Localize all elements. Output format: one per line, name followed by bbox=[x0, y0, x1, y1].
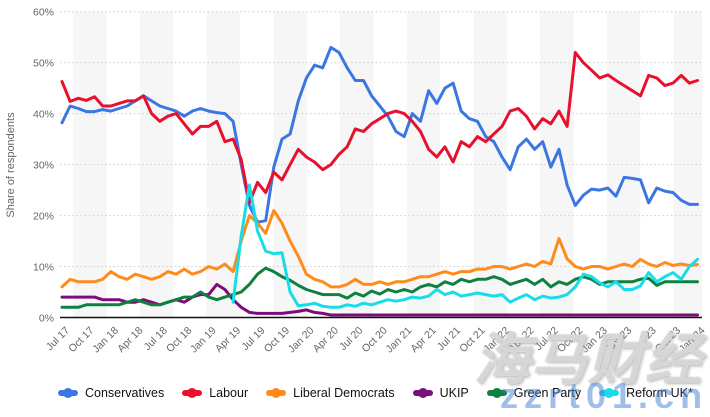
x-tick-label: Jan 18 bbox=[90, 325, 121, 356]
legend-item-green-party[interactable]: Green Party bbox=[486, 386, 582, 400]
legend-item-liberal-democrats[interactable]: Liberal Democrats bbox=[266, 386, 395, 400]
x-tick-label: Jan 23 bbox=[579, 325, 610, 356]
legend-item-conservatives[interactable]: Conservatives bbox=[58, 386, 164, 400]
series-lines bbox=[60, 45, 699, 317]
x-tick-label: Oct 17 bbox=[66, 325, 96, 355]
x-tick-label: Apr 21 bbox=[408, 325, 438, 355]
x-tick-label: Oct 22 bbox=[555, 325, 585, 355]
x-tick-label: Jan 21 bbox=[384, 325, 415, 356]
series-line-conservatives bbox=[60, 45, 699, 224]
series-line-labour bbox=[60, 51, 699, 205]
x-tick-label: Jan 22 bbox=[481, 325, 512, 356]
x-tick-label: Apr 20 bbox=[311, 325, 341, 355]
x-tick-label: Jan 20 bbox=[286, 325, 317, 356]
x-tick-label: Apr 18 bbox=[115, 325, 145, 355]
x-tick-label: Oct 21 bbox=[457, 325, 487, 355]
grid-band bbox=[406, 11, 441, 318]
y-tick-label: 50% bbox=[33, 57, 54, 69]
y-tick-label: 10% bbox=[33, 261, 54, 273]
y-tick-label: 30% bbox=[33, 159, 54, 171]
y-axis-tick-labels: 0% 10% 20% 30% 40% 50% 60% bbox=[33, 7, 54, 325]
legend-marker-icon bbox=[599, 387, 620, 399]
legend-label: Labour bbox=[209, 386, 249, 400]
x-tick-label: Apr 19 bbox=[213, 325, 243, 355]
series-line-liberal-democrats bbox=[60, 209, 699, 289]
legend-label: UKIP bbox=[439, 386, 469, 400]
legend-item-reform-uk[interactable]: Reform UK* bbox=[599, 386, 693, 400]
x-tick-label: Jan 24 bbox=[677, 325, 708, 356]
legend-label: Reform UK* bbox=[626, 386, 693, 400]
y-axis-title: Share of respondents bbox=[5, 112, 17, 218]
gridlines bbox=[60, 11, 702, 319]
legend-label: Liberal Democrats bbox=[293, 386, 395, 400]
x-tick-label: Oct 18 bbox=[164, 325, 194, 355]
series-line-green-party bbox=[60, 266, 699, 309]
x-tick-label: Jan 19 bbox=[188, 325, 219, 356]
legend-marker-icon bbox=[486, 387, 507, 399]
legend-label: Conservatives bbox=[85, 386, 165, 400]
x-tick-label: Apr 22 bbox=[506, 325, 536, 355]
y-tick-label: 60% bbox=[33, 7, 54, 19]
legend-marker-icon bbox=[58, 387, 78, 399]
legend-label: Green Party bbox=[513, 386, 582, 400]
series-line-reform-uk bbox=[231, 183, 699, 309]
x-tick-label: Oct 19 bbox=[262, 325, 292, 355]
legend-marker-icon bbox=[412, 387, 433, 399]
x-tick-label: Oct 20 bbox=[360, 325, 390, 355]
legend-item-labour[interactable]: Labour bbox=[182, 386, 248, 400]
x-tick-label: Oct 23 bbox=[653, 325, 683, 355]
legend-marker-icon bbox=[182, 387, 203, 399]
x-tick-label: Apr 23 bbox=[604, 325, 634, 355]
legend-marker-icon bbox=[266, 387, 287, 399]
legend-item-ukip[interactable]: UKIP bbox=[412, 386, 469, 400]
y-tick-label: 0% bbox=[39, 312, 54, 324]
chart-legend: Conservatives Labour Liberal Democrats UKIP… bbox=[58, 386, 710, 400]
y-tick-label: 20% bbox=[33, 210, 54, 222]
y-tick-label: 40% bbox=[33, 108, 54, 120]
